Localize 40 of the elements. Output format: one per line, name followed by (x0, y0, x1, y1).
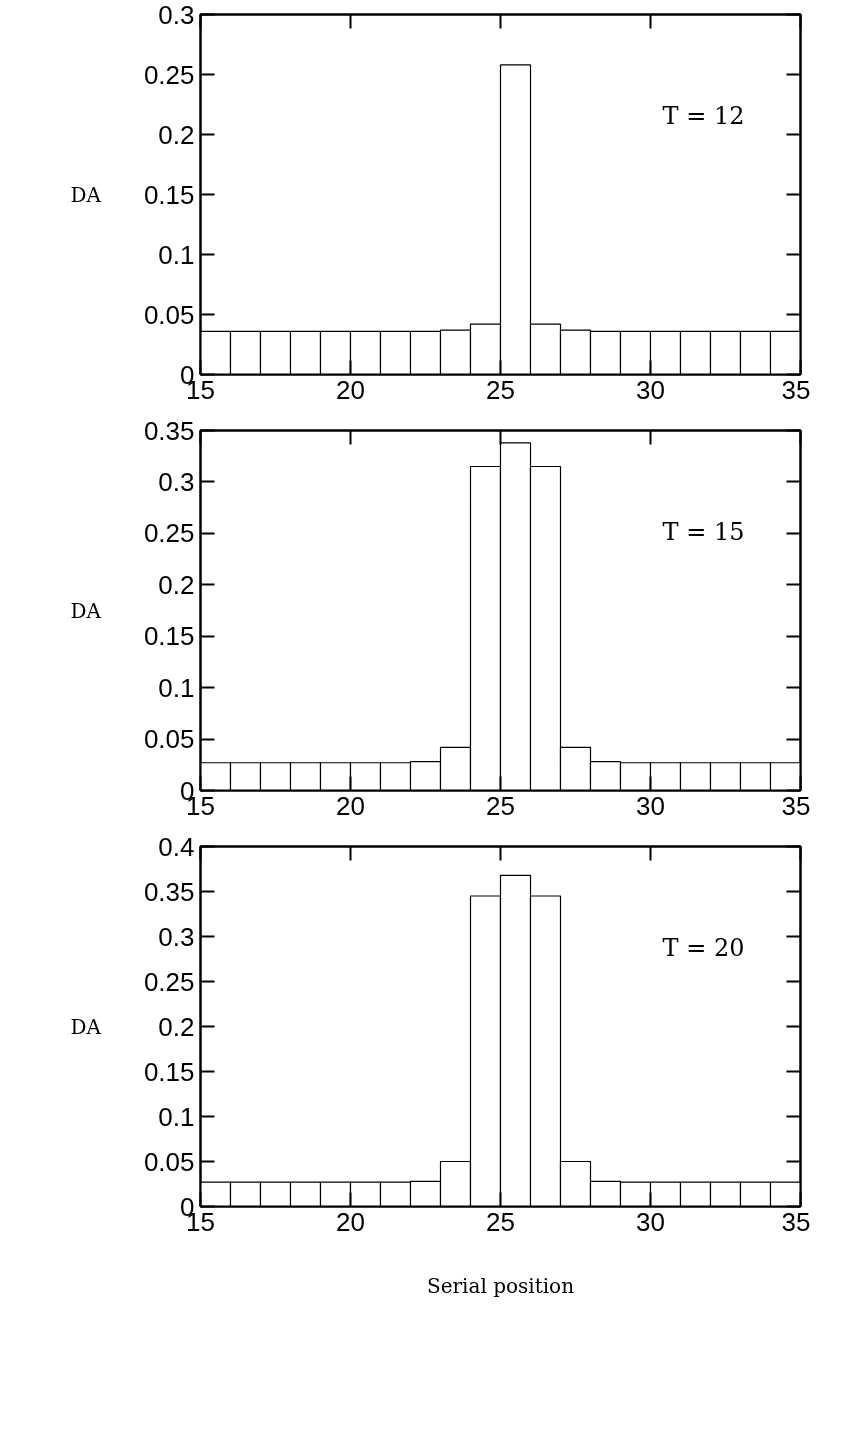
y-tick-label: 0.25 (143, 966, 195, 997)
y-tick-label: 0.2 (158, 1011, 195, 1042)
x-tick-label: 35 (781, 374, 811, 405)
y-tick-label: 0.15 (143, 1056, 195, 1087)
y-tick-label: 0.35 (143, 876, 195, 907)
x-tick-label: 35 (781, 790, 811, 821)
x-tick-label: 30 (636, 374, 665, 405)
x-tick-label: 20 (336, 1206, 365, 1237)
x-tick-label: 25 (486, 790, 515, 821)
y-tick-label: 0.1 (158, 1101, 195, 1132)
annotation: T = 20 (662, 933, 745, 962)
x-tick-label: 25 (486, 374, 515, 405)
x-axis-title: Serial position (426, 1273, 575, 1298)
y-tick-label: 0.05 (143, 1146, 195, 1177)
y-tick-label: 0.1 (158, 239, 195, 270)
x-tick-label: 25 (486, 1206, 515, 1237)
annotation: T = 15 (662, 517, 745, 546)
annotation: T = 12 (662, 101, 745, 130)
y-axis-title: DA (70, 1014, 102, 1039)
y-tick-label: 0.05 (143, 299, 195, 330)
y-tick-label: 0.15 (143, 621, 195, 652)
y-tick-label: 0.3 (158, 921, 195, 952)
y-tick-label: 0.4 (158, 831, 195, 862)
y-tick-label: 0.1 (158, 672, 195, 703)
x-tick-label: 20 (336, 374, 365, 405)
x-tick-label: 30 (636, 1206, 665, 1237)
y-axis-title: DA (70, 182, 102, 207)
y-tick-label: 0.35 (143, 415, 195, 446)
y-tick-label: 0.2 (158, 119, 195, 150)
y-tick-label: 0.3 (158, 0, 195, 30)
x-tick-label: 20 (336, 790, 365, 821)
y-tick-label: 0.25 (143, 518, 195, 549)
x-tick-label: 35 (781, 1206, 811, 1237)
x-tick-label: 30 (636, 790, 665, 821)
y-tick-label: 0.2 (158, 569, 195, 600)
y-tick-label: 0.25 (143, 59, 195, 90)
y-tick-label: 0.15 (143, 179, 195, 210)
y-axis-title: DA (70, 598, 102, 623)
y-tick-label: 0.05 (143, 724, 195, 755)
y-tick-label: 0.3 (158, 466, 195, 497)
